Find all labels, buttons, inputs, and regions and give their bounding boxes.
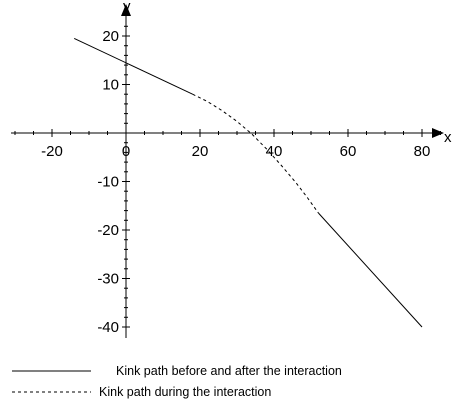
x-tick-label: 60 [340,143,357,160]
x-axis-arrow-icon [432,128,444,138]
y-tick-label: -40 [97,319,119,336]
solid-path-segment [74,38,192,94]
legend-label-dashed: Kink path during the interaction [99,385,271,399]
y-tick-label: 20 [102,28,119,45]
legend: Kink path before and after the interacti… [12,364,342,399]
tick-marks [15,26,441,327]
solid-path-segment [318,213,422,327]
x-tick-label: 20 [192,143,209,160]
legend-label-solid: Kink path before and after the interacti… [116,364,342,378]
y-tick-label: -10 [97,174,119,191]
x-tick-label: 80 [414,143,431,160]
x-axis-label: x [444,129,452,146]
x-tick-label: 0 [122,143,130,160]
y-tick-label: -20 [97,222,119,239]
x-tick-label: -20 [41,143,63,160]
y-axis-label: y [123,0,131,15]
dashed-path-segment [193,94,319,213]
y-tick-label: -30 [97,271,119,288]
y-tick-label: 10 [102,77,119,94]
